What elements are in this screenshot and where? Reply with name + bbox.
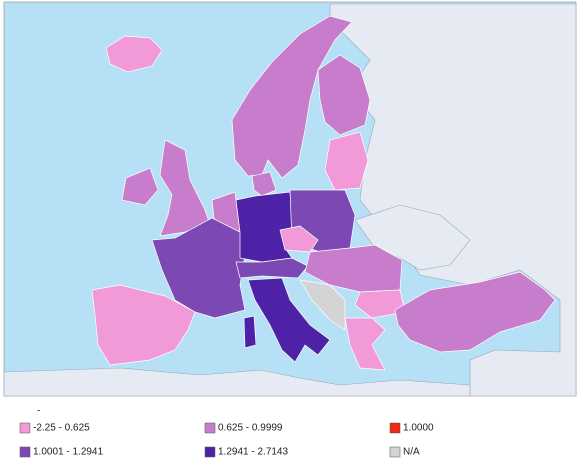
czechia xyxy=(279,225,319,253)
balkans xyxy=(299,279,346,331)
legend-label: 1.2941 - 2.7143 xyxy=(218,447,288,458)
map xyxy=(3,3,577,397)
uk xyxy=(159,139,211,237)
france xyxy=(151,217,246,319)
legend: - -2.25 - 0.625 0.625 - 0.9999 1.0000 1.000… xyxy=(19,406,434,458)
iberia xyxy=(91,284,196,366)
denmark xyxy=(251,171,277,197)
legend-title: - xyxy=(37,406,40,417)
ireland xyxy=(121,167,159,206)
switzerland-austria xyxy=(235,257,309,279)
legend-label: 1.0001 - 1.2941 xyxy=(33,447,103,458)
bulgaria xyxy=(354,289,406,319)
germany xyxy=(235,191,293,263)
finland xyxy=(317,54,371,136)
legend-swatch xyxy=(19,446,31,458)
turkey xyxy=(394,271,556,353)
legend-swatch xyxy=(204,446,216,458)
land-africa xyxy=(3,367,471,397)
legend-swatch xyxy=(389,446,401,458)
legend-swatch xyxy=(204,422,216,434)
sardinia xyxy=(243,315,257,349)
legend-swatch xyxy=(19,422,31,434)
baltics xyxy=(324,131,369,191)
legend-swatch xyxy=(389,422,401,434)
iceland xyxy=(105,35,163,73)
legend-label: -2.25 - 0.625 xyxy=(33,423,90,434)
legend-label: 0.625 - 0.9999 xyxy=(218,423,283,434)
greece xyxy=(344,317,386,371)
italy xyxy=(247,277,331,363)
legend-label: N/A xyxy=(403,447,420,458)
legend-label: 1.0000 xyxy=(403,423,434,434)
